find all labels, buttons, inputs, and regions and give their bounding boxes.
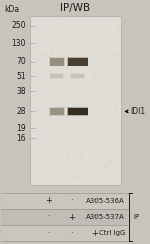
Text: ·: · (93, 196, 96, 205)
Bar (50, 74, 63, 78)
Text: +: + (91, 229, 98, 238)
Text: IDI1: IDI1 (131, 107, 146, 116)
Bar (70, 73, 85, 79)
Text: IP: IP (134, 214, 140, 220)
Text: ·: · (70, 196, 73, 205)
Text: +: + (45, 196, 52, 205)
Text: 70: 70 (16, 57, 26, 66)
Text: 28: 28 (16, 107, 26, 116)
Bar (68, 108, 88, 115)
Bar (50, 73, 64, 79)
Text: +: + (68, 213, 75, 222)
Text: A305-537A: A305-537A (86, 214, 125, 220)
Bar (1, 193, 128, 209)
Text: 16: 16 (16, 134, 26, 143)
Text: kDa: kDa (4, 5, 19, 14)
Text: Ctrl IgG: Ctrl IgG (99, 230, 125, 236)
Bar (50, 58, 64, 66)
Text: 250: 250 (11, 21, 26, 30)
Bar (1, 225, 128, 241)
Text: ·: · (93, 213, 96, 222)
Bar (49, 107, 65, 116)
Bar (71, 74, 84, 78)
Text: A305-536A: A305-536A (86, 198, 125, 204)
Bar (30, 16, 121, 184)
Text: ·: · (48, 229, 50, 238)
Text: 130: 130 (11, 39, 26, 48)
Text: ·: · (48, 213, 50, 222)
Bar (67, 57, 88, 66)
Text: IP/WB: IP/WB (60, 3, 90, 13)
Bar (49, 57, 65, 66)
Text: 19: 19 (16, 124, 26, 133)
Text: 51: 51 (16, 71, 26, 81)
Bar (68, 58, 88, 66)
Bar (50, 108, 64, 115)
Text: 38: 38 (16, 87, 26, 96)
Bar (67, 107, 88, 116)
Bar (1, 209, 128, 225)
Text: ·: · (70, 229, 73, 238)
